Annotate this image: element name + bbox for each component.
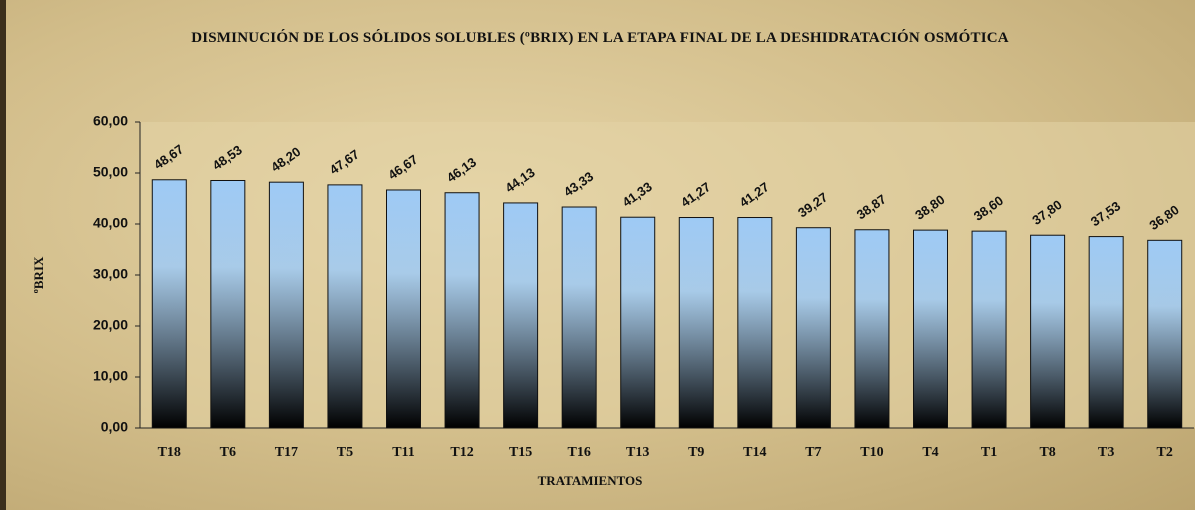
bar [678, 217, 714, 429]
bar [444, 192, 480, 429]
x-tick-label: T7 [805, 445, 821, 460]
x-tick-label: T18 [158, 445, 181, 460]
frame [0, 0, 6, 510]
plot-area [140, 122, 1195, 428]
y-tick-label: 50,00 [93, 164, 128, 180]
x-tick-label: T15 [509, 445, 532, 460]
bar [1147, 239, 1183, 429]
x-tick-label: T6 [220, 445, 236, 460]
bar [854, 229, 890, 429]
y-tick-label: 40,00 [93, 215, 128, 231]
x-tick-label: T2 [1157, 445, 1173, 460]
bar [151, 179, 187, 429]
y-tick-label: 30,00 [93, 266, 128, 282]
x-tick-label: T8 [1039, 445, 1055, 460]
bar [1088, 236, 1124, 429]
bar [737, 217, 773, 429]
bar [561, 206, 597, 429]
y-axis-label: ºBRIX [31, 256, 46, 293]
x-tick-label: T5 [337, 445, 353, 460]
x-tick-label: T9 [688, 445, 704, 460]
x-tick-label: T10 [860, 445, 883, 460]
y-tick-label: 10,00 [93, 368, 128, 384]
bar [268, 181, 304, 429]
x-tick-label: T3 [1098, 445, 1114, 460]
bar [210, 179, 246, 429]
x-tick-label: T14 [743, 445, 766, 460]
x-tick-label: T4 [922, 445, 938, 460]
y-tick-label: 20,00 [93, 317, 128, 333]
x-tick-label: T13 [626, 445, 649, 460]
y-tick-label: 60,00 [93, 113, 128, 129]
x-axis-label: TRATAMIENTOS [538, 473, 643, 488]
bar [971, 230, 1007, 429]
bar [795, 227, 831, 429]
x-tick-label: T12 [450, 445, 473, 460]
chart-title: DISMINUCIÓN DE LOS SÓLIDOS SOLUBLES (ºBR… [191, 30, 1009, 46]
x-tick-label: T17 [275, 445, 298, 460]
x-tick-label: T16 [567, 445, 590, 460]
bar [620, 216, 656, 429]
bar [1030, 234, 1066, 429]
bar [386, 189, 421, 429]
x-tick-label: T11 [392, 445, 415, 460]
bar [503, 202, 539, 429]
y-tick-label: 0,00 [101, 419, 128, 435]
x-tick-label: T1 [981, 445, 997, 460]
bar [913, 229, 948, 429]
bar [327, 184, 363, 429]
